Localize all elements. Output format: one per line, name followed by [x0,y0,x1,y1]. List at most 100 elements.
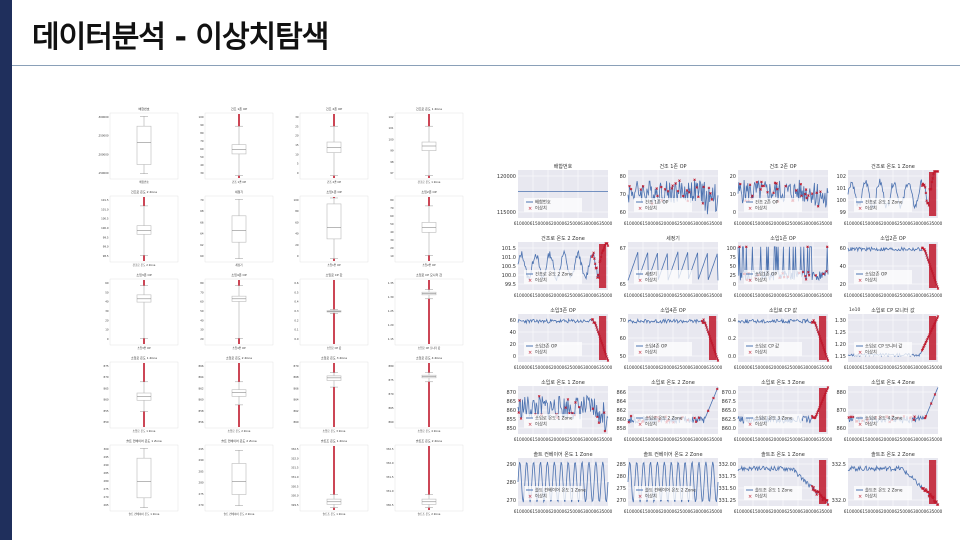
boxplot-ytick: 0.4 [294,300,298,304]
boxplot-ytick: 1300000 [98,115,109,119]
legend-outlier-label: 이상치 [645,493,657,500]
outlier-markers [920,170,940,216]
outlier-marker [926,490,930,494]
outlier-marker [697,416,701,419]
boxplot-ytick: 98 [390,160,394,164]
outlier-marker [815,413,818,416]
legend-series-label: 솔트조 온도 2 Zone [865,487,903,494]
legend-outlier-label: 이상치 [755,205,767,212]
timeseries-cell: 소입로 온도 2 Zone 866 864 862 860 858 소입로 온도 2 Zon… [616,379,722,442]
boxplot-ytick: 868 [294,375,299,379]
boxplot-ytick: 866 [294,386,299,390]
boxplot-title: 솔트조 온도 2 Zone [416,438,442,443]
timeseries-ytick: 60 [510,318,516,324]
boxplot-ytick: 870 [389,392,394,396]
timeseries-cell: 솔트 컨베이어 온도 2 Zone 285 280 275 270 솔트 컨베이어 온도 … [616,451,722,514]
legend-outlier-label: 이상치 [865,277,877,284]
outlier-markers [810,316,830,362]
boxplot-ytick: 40 [390,230,394,234]
outlier-marker [925,199,928,203]
boxplot-xlabel: 건조로 온도 2 Zone [133,263,156,267]
boxplot-ytick: 50 [105,290,109,294]
outlier-marker [574,401,577,404]
boxplot-ytick: 864 [199,375,204,379]
boxplot-title: 소입2존 OP [421,189,437,194]
timeseries-title: 소입로 CP 모니터 값 [871,307,915,314]
legend: 소입로 온도 3 Zone× 이상치 [744,414,802,428]
outlier-marker [685,189,689,192]
outlier-marker [603,429,607,433]
boxplot-ytick: 0.0 [294,337,298,341]
boxplot-ytick: 858 [199,409,204,413]
timeseries-title: 솔트조 온도 2 Zone [871,451,915,458]
boxplot-ytick: 855 [104,409,109,413]
outlier-marker [577,405,581,409]
timeseries-xticks: 6100006150000620000625000630000635000 [514,293,613,298]
outlier-marker [925,254,928,257]
outlier-marker [826,359,830,362]
timeseries-xticks: 6100006150000620000625000630000635000 [514,437,613,442]
timeseries-ytick: 60 [620,336,626,342]
timeseries-ytick: 60 [840,246,846,252]
outlier-marker [597,421,601,424]
boxplot-ytick: 70 [390,206,394,210]
outlier-cluster [599,316,607,360]
boxplot-ytick: 870 [294,364,299,368]
outlier-marker [738,182,742,186]
outlier-marker [819,190,822,193]
legend: 건조로 온도 1 Zone× 이상치 [854,198,912,212]
outlier-marker [702,185,705,189]
box-iqr [421,141,437,151]
boxplot-title: 건조 2존 OP [326,106,342,111]
boxplot-ytick: 98.5 [103,254,109,258]
outlier-cluster [819,388,827,432]
timeseries-cell: 소입로 온도 1 Zone 870 865 860 855 850 소입로 온도 1 Zon… [506,379,612,442]
timeseries-xticks: 6100006150000620000625000630000635000 [734,365,833,370]
boxplot-title: 솔트 컨베이어 온도 1 Zone [126,438,162,443]
timeseries-ytick: 280 [506,480,516,486]
boxplot-title: 소입로 온도 3 Zone [321,355,347,360]
legend-outlier-marker: × [858,494,862,500]
legend-outlier-label: 이상치 [535,421,547,428]
boxplot-ytick: 290 [104,463,109,467]
boxplot-grid: 배합번호 1300000 1250000 1200000 1150000 배합번호 건조 1… [97,104,478,524]
outlier-marker [812,416,815,419]
boxplot-ytick: 20 [390,246,394,250]
timeseries-title: 소입로 온도 2 Zone [651,379,695,386]
boxplot-cell: 소입2존 OP 80 70 60 50 40 30 20 10 소입2존 OP [390,189,464,267]
boxplot-title: 소입1존 OP [326,189,342,194]
outlier-marker [596,330,600,334]
timeseries-ytick: 870.0 [722,390,736,396]
timeseries-ytick: 867.5 [722,399,736,405]
boxplot-title: 솔트조 온도 1 Zone [321,438,347,443]
outlier-marker [706,328,709,332]
timeseries-xticks: 6100006150000620000625000630000635000 [624,437,723,442]
timeseries-title: 솔트 컨베이어 온도 1 Zone [533,451,592,458]
timeseries-ytick: 1.20 [835,342,846,348]
legend-series-label: 소입로 CP 모니터 값 [865,343,902,350]
outlier-marker [590,255,594,259]
boxplot-ytick: 101 [389,126,394,130]
outlier-marker [776,187,779,191]
boxplot-ytick: 265 [104,503,109,507]
outlier-marker [671,184,674,187]
boxplot-ytick: 860 [294,420,299,424]
boxplot-ytick: 860 [199,398,204,402]
outlier-marker [804,274,807,278]
timeseries-title: 솔트조 온도 1 Zone [761,451,805,458]
boxplot-ytick: 880 [389,364,394,368]
legend-series-label: 솔트조 온도 1 Zone [755,487,793,494]
legend-box [634,414,692,428]
timeseries-title: 세정기 [666,235,680,242]
boxplot-ytick: 10 [295,152,299,156]
timeseries-ytick: 858 [616,426,626,432]
boxplot-ytick: 1.20 [388,323,394,327]
boxplot-ytick: 285 [104,471,109,475]
boxplot-xlabel: 소입로 CP 값 [327,346,342,350]
boxplot-ytick: 330.5 [291,484,299,488]
outlier-marker [814,274,818,277]
legend-outlier-label: 이상치 [645,205,657,212]
timeseries-title: 소입로 온도 1 Zone [541,379,585,386]
outlier-marker [849,415,853,419]
legend-outlier-label: 이상치 [645,421,657,428]
